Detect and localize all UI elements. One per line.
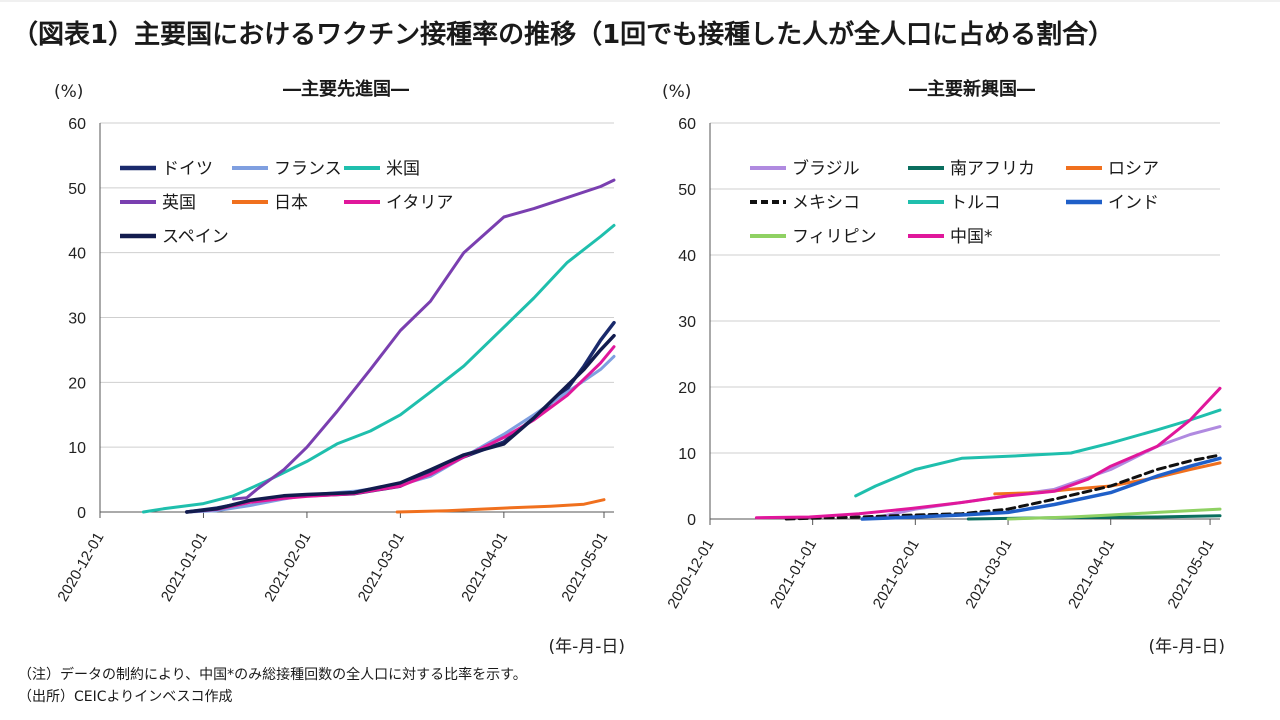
x-axis-unit: (年-月-日) <box>548 637 625 657</box>
chart-advanced: 0 10 20 30 40 50 60 2020-12-01 2021-01-01 2021-02… <box>54 78 625 657</box>
y-axis-unit: (%) <box>54 82 83 102</box>
x-axis-unit: (年-月-日) <box>1148 637 1225 657</box>
x-tick-label: 2021-05-01 <box>1164 537 1217 612</box>
y-tick-label: 20 <box>68 375 86 392</box>
legend-label: 日本 <box>274 193 308 213</box>
y-axis-unit: (%) <box>662 82 691 102</box>
series-line <box>185 333 616 514</box>
top-rule <box>0 0 1280 2</box>
y-tick-label: 10 <box>678 446 696 463</box>
x-tick-label: 2021-04-01 <box>458 530 511 605</box>
series-line <box>854 408 1222 498</box>
x-tick-label: 2021-03-01 <box>962 537 1015 612</box>
y-tick-label: 10 <box>68 440 86 457</box>
x-tick-label: 2021-01-01 <box>158 530 211 605</box>
x-tick-label: 2021-04-01 <box>1065 537 1118 612</box>
y-tick-label: 30 <box>68 311 86 328</box>
chart-emerging: 0 10 20 30 40 50 60 2020-12-01 2021-01-01 2021-02… <box>662 78 1225 657</box>
legend-label: イタリア <box>386 193 453 213</box>
x-tick-label: 2020-12-01 <box>664 537 717 612</box>
x-tick-label: 2021-02-01 <box>870 537 923 612</box>
series-line <box>860 456 1222 521</box>
chart-title: ―主要新興国― <box>909 78 1035 100</box>
y-tick-label: 40 <box>678 248 696 265</box>
series-line <box>784 453 1222 521</box>
y-tick-label: 0 <box>687 512 696 529</box>
series-line <box>1006 507 1222 521</box>
y-tick-label: 40 <box>68 246 86 263</box>
series-line <box>185 345 616 514</box>
legend-label: メキシコ <box>792 193 860 213</box>
y-tick-label: 50 <box>678 182 696 199</box>
series-line <box>395 498 606 514</box>
legend-label: フィリピン <box>792 227 877 247</box>
footnotes: （注）データの制約により、中国*のみ総接種回数の全人口に対する比率を示す。 （出… <box>18 664 527 708</box>
x-tick-label: 2021-01-01 <box>767 537 820 612</box>
y-tick-label: 30 <box>678 314 696 331</box>
y-tick-label: 50 <box>68 181 86 198</box>
legend-label: 米国 <box>386 159 420 179</box>
legend-label: フランス <box>274 159 342 179</box>
series-line <box>232 178 616 501</box>
y-tick-label: 60 <box>678 116 696 133</box>
note-line: （注）データの制約により、中国*のみ総接種回数の全人口に対する比率を示す。 <box>18 667 527 683</box>
y-tick-label: 0 <box>77 505 86 522</box>
legend-label: トルコ <box>950 193 1001 213</box>
x-tick-label: 2020-12-01 <box>54 530 107 605</box>
legend-label: 南アフリカ <box>950 159 1035 179</box>
legend-label: 英国 <box>162 193 196 213</box>
x-tick-label: 2021-05-01 <box>558 530 611 605</box>
legend-label: インド <box>1108 193 1159 213</box>
legend-label: スペイン <box>162 227 229 247</box>
chart-title: ―主要先進国― <box>283 78 409 100</box>
x-tick-label: 2021-02-01 <box>261 530 314 605</box>
legend-label: ドイツ <box>162 159 213 179</box>
y-tick-label: 60 <box>68 116 86 133</box>
legend-label: 中国* <box>950 227 993 247</box>
source-line: （出所）CEICよりインベスコ作成 <box>18 689 233 705</box>
x-tick-label: 2021-03-01 <box>355 530 408 605</box>
series-line <box>141 223 616 514</box>
series-line <box>754 386 1222 520</box>
y-tick-label: 20 <box>678 380 696 397</box>
legend-label: ロシア <box>1108 159 1159 179</box>
page-title: （図表1）主要国におけるワクチン接種率の推移（1回でも接種した人が全人口に占める… <box>12 20 1115 50</box>
legend-label: ブラジル <box>792 158 860 179</box>
